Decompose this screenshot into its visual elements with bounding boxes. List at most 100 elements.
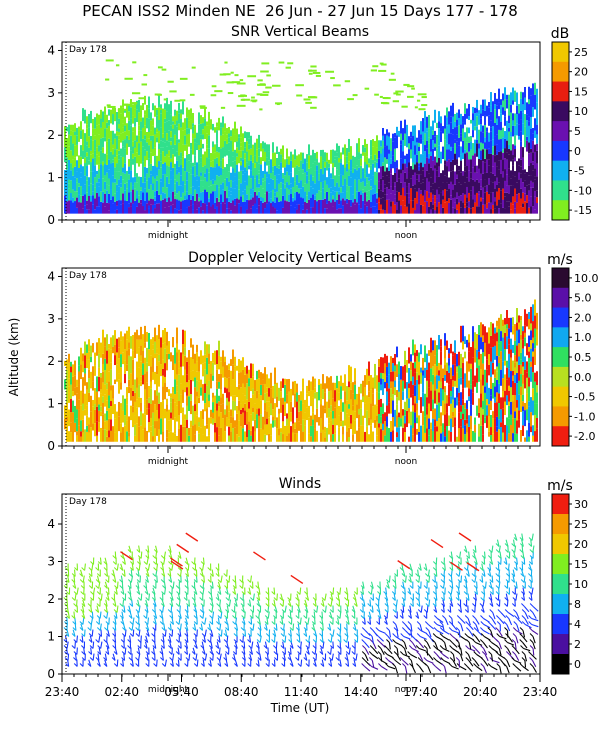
wind-barb	[106, 647, 110, 655]
snr-cell	[420, 174, 422, 184]
velocity-cell	[184, 369, 186, 387]
velocity-cell	[334, 433, 336, 442]
wind-barb	[177, 627, 181, 631]
snr-cell	[194, 155, 196, 166]
snr-cell	[410, 166, 412, 179]
snr-cell	[106, 202, 108, 214]
snr-cell	[348, 169, 350, 176]
snr-cell	[92, 118, 94, 125]
wind-barb	[169, 623, 172, 631]
snr-cell	[264, 151, 266, 162]
velocity-cell	[506, 425, 508, 442]
snr-cell	[64, 170, 66, 175]
snr-cell	[158, 181, 160, 195]
velocity-cell	[284, 425, 286, 442]
velocity-cell	[478, 365, 480, 382]
snr-cell	[474, 126, 476, 131]
wind-barb	[160, 561, 164, 565]
wind-barb	[72, 621, 77, 625]
velocity-cell	[440, 392, 442, 407]
velocity-cell	[534, 315, 536, 329]
snr-cell	[114, 157, 116, 168]
snr-cell	[454, 171, 456, 185]
snr-cell	[170, 158, 172, 163]
velocity-cell	[78, 409, 80, 426]
velocity-cell	[418, 361, 420, 376]
velocity-cell	[164, 348, 166, 364]
wind-barb	[111, 657, 116, 661]
velocity-cell	[508, 390, 510, 402]
snr-cell	[254, 178, 256, 192]
velocity-cell	[416, 428, 418, 435]
snr-cell	[364, 152, 366, 163]
velocity-cell	[438, 370, 440, 376]
velocity-cell	[206, 374, 208, 386]
wind-barb	[113, 567, 118, 571]
snr-cell	[340, 158, 342, 163]
snr-cell	[172, 167, 174, 176]
wind-barb	[98, 633, 102, 637]
snr-cell	[504, 116, 506, 126]
snr-cell	[92, 171, 94, 185]
snr-cell	[246, 132, 248, 142]
snr-cell	[466, 127, 468, 134]
snr-cell	[406, 135, 408, 148]
velocity-cell	[444, 374, 446, 381]
velocity-cell	[484, 369, 486, 387]
velocity-cell	[532, 304, 534, 322]
snr-cell	[72, 138, 74, 144]
snr-cell	[518, 201, 520, 214]
wind-barb	[90, 617, 94, 625]
snr-cell	[476, 192, 478, 207]
velocity-cell	[352, 419, 354, 435]
snr-cell	[186, 128, 188, 135]
snr-cell	[246, 155, 248, 163]
snr-cell	[84, 133, 86, 145]
snr-cell	[372, 194, 374, 207]
velocity-cell	[224, 431, 226, 442]
snr-cell	[336, 152, 338, 157]
snr-cell	[366, 183, 368, 192]
snr-cell	[84, 163, 86, 176]
velocity-cell	[502, 391, 504, 398]
velocity-cell	[128, 326, 130, 343]
velocity-cell	[458, 378, 460, 393]
snr-cell	[286, 187, 288, 202]
velocity-cell	[516, 383, 518, 401]
snr-cell	[402, 140, 404, 152]
snr-cell	[520, 166, 522, 174]
snr-cell	[396, 201, 398, 211]
snr-cell	[70, 170, 72, 181]
velocity-cell	[146, 382, 148, 400]
snr-cell	[194, 189, 196, 194]
snr-cell	[218, 152, 220, 167]
velocity-cell	[124, 360, 126, 374]
velocity-cell	[526, 343, 528, 356]
snr-cell	[150, 120, 152, 131]
velocity-cell	[300, 400, 302, 411]
snr-cell	[478, 194, 480, 207]
snr-cell	[376, 158, 378, 163]
snr-cell	[470, 149, 472, 160]
velocity-cell	[194, 353, 196, 364]
velocity-cell	[248, 408, 250, 422]
velocity-cell	[428, 362, 430, 379]
snr-cell	[117, 108, 127, 111]
snr-cell	[466, 177, 468, 187]
snr-cell	[220, 135, 222, 149]
velocity-cell	[216, 381, 218, 389]
velocity-cell	[474, 375, 476, 387]
velocity-cell	[458, 392, 460, 402]
snr-cell	[382, 135, 384, 141]
velocity-cell	[206, 398, 208, 409]
snr-cell	[212, 141, 214, 147]
snr-cell	[332, 190, 334, 196]
velocity-cell	[266, 411, 268, 419]
wind-barb	[163, 623, 166, 631]
snr-cell	[396, 135, 398, 149]
velocity-cell	[250, 398, 252, 415]
wind-barb	[128, 657, 133, 661]
velocity-cell	[432, 340, 434, 351]
wind-barb	[88, 651, 92, 655]
colorbar-label: 0.5	[574, 351, 592, 364]
